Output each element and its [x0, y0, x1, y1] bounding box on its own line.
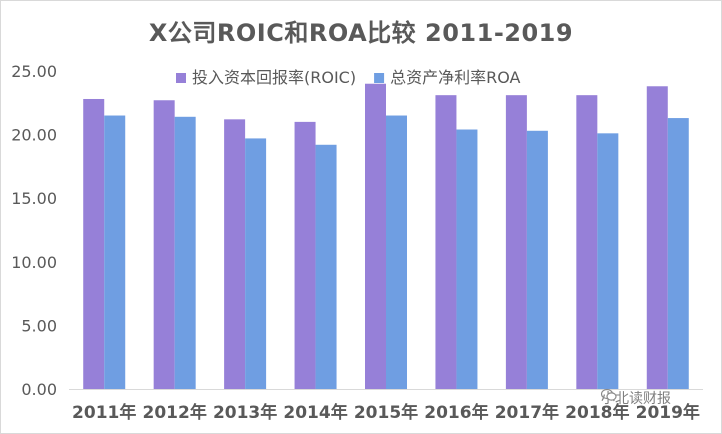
bar-roa	[526, 130, 548, 389]
wechat-icon	[601, 388, 617, 401]
bar-roic	[435, 95, 457, 389]
y-tick-label: 15.00	[11, 189, 57, 208]
bar-roic	[576, 95, 598, 389]
x-tick-label: 2012年	[143, 402, 207, 423]
bar-roic	[294, 121, 316, 389]
bar-roic	[153, 100, 175, 390]
y-tick-label: 10.00	[11, 253, 57, 272]
x-tick-label: 2016年	[424, 402, 488, 423]
chart-title: X公司ROIC和ROA比较 2011-2019	[148, 19, 574, 47]
x-tick-label: 2019年	[636, 402, 700, 423]
y-tick-label: 0.00	[21, 380, 57, 399]
legend-swatch-roic	[176, 73, 186, 83]
bar-roic	[646, 86, 668, 389]
bar-roic	[505, 95, 527, 389]
bar-roa	[597, 133, 619, 389]
bar-roic	[365, 83, 386, 389]
watermark-text: 小北读财报	[601, 391, 671, 407]
legend-label-roic: 投入资本回报率(ROIC)	[192, 68, 356, 87]
bar-roa	[386, 115, 407, 390]
x-tick-label: 2014年	[283, 402, 347, 423]
bar-roa	[315, 144, 337, 389]
bar-roic	[83, 98, 105, 389]
bar-roa	[104, 115, 126, 390]
bar-roa	[245, 138, 267, 389]
legend-label-roa: 总资产净利率ROA	[390, 68, 520, 87]
x-tick-label: 2013年	[213, 402, 277, 423]
watermark: 小北读财报	[601, 388, 671, 408]
bar-roa	[174, 116, 196, 390]
x-tick-label: 2011年	[72, 402, 136, 423]
y-tick-label: 20.00	[11, 126, 57, 145]
x-tick-label: 2015年	[354, 402, 418, 423]
legend-swatch-roa	[374, 73, 385, 83]
bar-roic	[224, 119, 246, 389]
bar-roa	[667, 118, 689, 390]
bar-roa	[456, 129, 478, 389]
x-tick-label: 2017年	[495, 402, 559, 423]
y-tick-label: 5.00	[21, 316, 57, 335]
y-tick-label: 25.00	[11, 62, 57, 81]
x-tick-label: 2018年	[565, 402, 629, 423]
